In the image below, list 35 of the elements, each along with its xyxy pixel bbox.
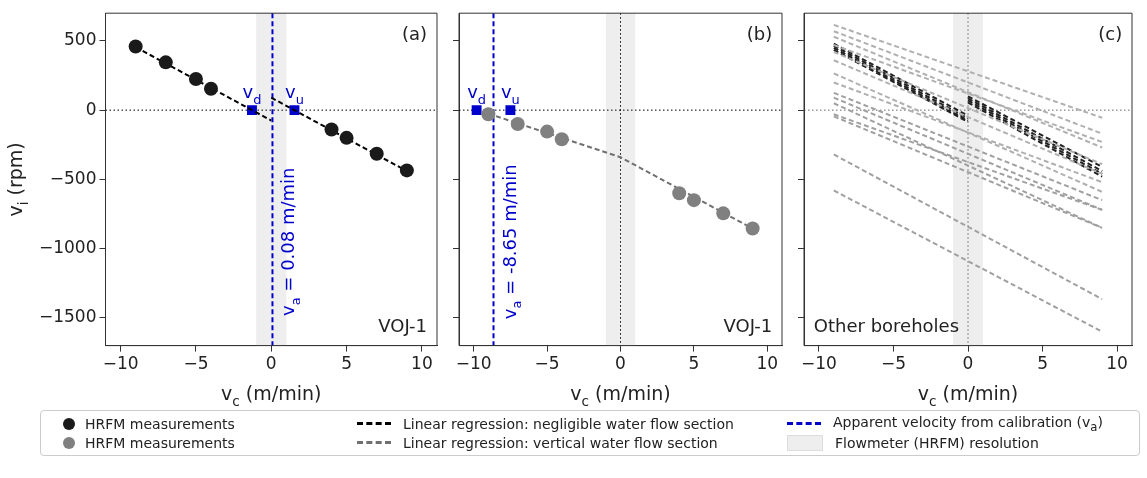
y-tick-label: −1500 [38, 306, 97, 327]
x-tick-label: 10 [411, 353, 433, 374]
legend-label: Linear regression: vertical water flow section [403, 434, 718, 451]
annotation: VOJ-1 [378, 314, 428, 336]
annotation: (c) [1098, 23, 1123, 45]
annotation: Other boreholes [813, 314, 960, 336]
legend-label: HRFM measurements [85, 434, 235, 451]
legend-label: HRFM measurements [85, 415, 235, 432]
x-tick-label: −5 [880, 353, 906, 374]
x-tick-label: 0 [265, 353, 277, 374]
annotation: (b) [746, 23, 773, 45]
x-tick-label: 10 [1106, 353, 1128, 374]
annotation: VOJ-1 [723, 314, 773, 336]
x-tick-label: −10 [800, 353, 837, 374]
x-tick-label: 10 [756, 353, 779, 374]
x-tick-label: 0 [615, 353, 626, 374]
legend-label: Flowmeter (HRFM) resolution [835, 434, 1039, 451]
y-tick-label: 500 [64, 29, 97, 50]
x-tick-label: −10 [102, 353, 139, 374]
legend-label: Apparent velocity from calibration (v$_{a}$) [833, 413, 1103, 434]
annotation: va = 0.08 m/min [277, 167, 303, 316]
y-tick-label: −1000 [38, 237, 97, 258]
y-tick-label: 0 [85, 98, 97, 119]
legend-label: Linear regression: negligible water flow section [403, 415, 734, 432]
y-tick-label: −500 [49, 167, 97, 188]
x-tick-label: −10 [455, 353, 492, 374]
x-tick-label: −5 [183, 353, 209, 374]
annotation: va = -8.65 m/min [498, 164, 524, 320]
x-tick-label: 5 [341, 353, 353, 374]
annotation: (a) [401, 23, 428, 45]
y-axis-title: vi (rpm) [4, 142, 31, 217]
x-tick-label: 0 [962, 353, 974, 374]
x-tick-label: 5 [1037, 353, 1048, 374]
x-tick-label: 5 [688, 353, 700, 374]
x-tick-label: −5 [534, 353, 560, 374]
